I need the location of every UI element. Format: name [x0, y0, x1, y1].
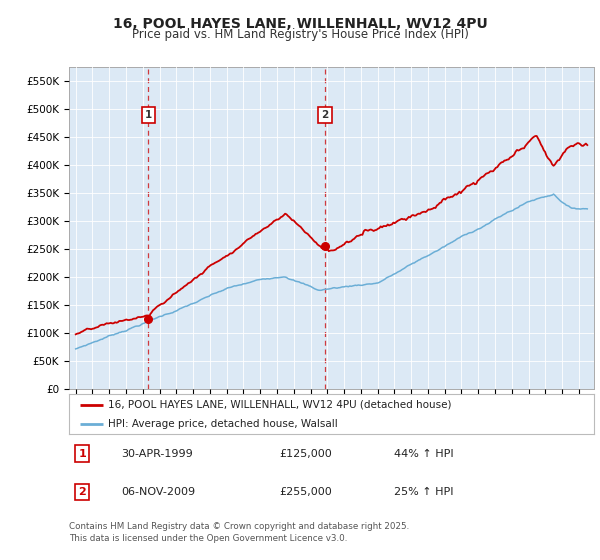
Text: 16, POOL HAYES LANE, WILLENHALL, WV12 4PU (detached house): 16, POOL HAYES LANE, WILLENHALL, WV12 4P… [109, 400, 452, 409]
Text: HPI: Average price, detached house, Walsall: HPI: Average price, detached house, Wals… [109, 419, 338, 429]
Text: 2: 2 [321, 110, 328, 120]
Text: £255,000: £255,000 [279, 487, 332, 497]
Text: 44% ↑ HPI: 44% ↑ HPI [395, 449, 454, 459]
Text: 25% ↑ HPI: 25% ↑ HPI [395, 487, 454, 497]
Text: 30-APR-1999: 30-APR-1999 [121, 449, 193, 459]
Text: 1: 1 [78, 449, 86, 459]
Text: £125,000: £125,000 [279, 449, 332, 459]
Text: 06-NOV-2009: 06-NOV-2009 [121, 487, 196, 497]
Text: 1: 1 [145, 110, 152, 120]
Text: Price paid vs. HM Land Registry's House Price Index (HPI): Price paid vs. HM Land Registry's House … [131, 28, 469, 41]
Text: 2: 2 [78, 487, 86, 497]
Text: Contains HM Land Registry data © Crown copyright and database right 2025.
This d: Contains HM Land Registry data © Crown c… [69, 522, 409, 543]
Text: 16, POOL HAYES LANE, WILLENHALL, WV12 4PU: 16, POOL HAYES LANE, WILLENHALL, WV12 4P… [113, 17, 487, 31]
